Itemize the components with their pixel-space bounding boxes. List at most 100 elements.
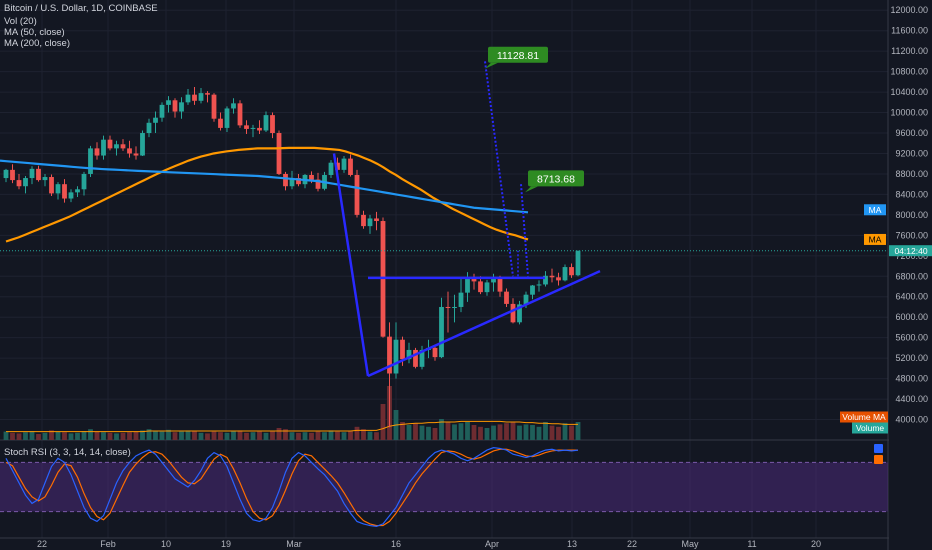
candle-body (439, 306, 444, 358)
symbol-title[interactable]: Bitcoin / U.S. Dollar, 1D, COINBASE (4, 3, 158, 14)
candle-body (114, 144, 119, 149)
volume-bar (400, 422, 405, 440)
candle-body (81, 173, 87, 190)
volume-bar (348, 431, 353, 440)
volume-bar (166, 429, 171, 440)
price-tick-label: 12000.00 (890, 5, 928, 15)
candle-body (458, 292, 464, 307)
candles (3, 86, 581, 428)
price-tick-label: 10400.00 (890, 87, 928, 97)
volume-bar (179, 431, 184, 440)
candle-body (218, 118, 223, 128)
candle-body (120, 144, 126, 149)
volume-bar (68, 433, 74, 440)
volume-bar (153, 431, 158, 440)
candle-body (166, 100, 171, 105)
candle-body (393, 339, 399, 374)
ma200-price-tag-label: MA (869, 205, 882, 215)
volume-bar (218, 432, 223, 440)
candle-body (562, 267, 568, 281)
volume-bar (81, 431, 87, 440)
volume-bar (114, 433, 119, 440)
time-tick-label: May (681, 539, 699, 549)
candle-body (523, 294, 529, 305)
volume-bar (16, 433, 22, 440)
price-tick-label: 10800.00 (890, 67, 928, 77)
stoch-k-icon[interactable] (874, 444, 883, 453)
volume-bar (231, 431, 236, 440)
candle-body (55, 184, 61, 194)
vol-indicator-label[interactable]: Vol (20) (4, 16, 37, 27)
candle-body (569, 267, 574, 276)
price-tick-label: 6400.00 (895, 292, 928, 302)
support-trendline (367, 270, 601, 378)
candle-body (387, 336, 392, 374)
ma50-price-tag (864, 233, 886, 245)
price-tick-label: 5200.00 (895, 353, 928, 363)
candle-body (198, 93, 204, 101)
candle-body (478, 281, 483, 293)
candle-body (419, 349, 425, 367)
candle-body (140, 133, 145, 156)
candle-body (361, 214, 366, 227)
target-callout-box (528, 170, 584, 187)
candle-body (471, 277, 477, 282)
candle-body (497, 278, 503, 292)
candle-body (159, 104, 165, 118)
target-callout-pointer (485, 62, 498, 69)
price-tick-label: 4000.00 (895, 415, 928, 425)
volume-bar (562, 423, 568, 440)
flagpole-line (332, 153, 370, 377)
volume-bar (29, 431, 35, 440)
candle-body (127, 148, 132, 154)
time-tick-label: 22 (627, 539, 637, 549)
candle-body (29, 168, 35, 179)
volume-bar (159, 431, 165, 440)
candle-body (68, 192, 74, 199)
candle-body (185, 94, 191, 103)
countdown-tag (889, 245, 932, 257)
stoch-rsi-label[interactable]: Stoch RSI (3, 3, 14, 14, close) (4, 447, 131, 458)
volume-bar (367, 431, 373, 440)
volume-bar (575, 422, 581, 440)
volume-bar (315, 431, 321, 440)
target-callout-pointer (525, 186, 538, 193)
volume-bar (237, 430, 243, 440)
volume-bar (458, 423, 464, 440)
candle-body (400, 339, 405, 360)
stoch-rsi-pane: 100.0075.0050.0025.000.00 (0, 441, 924, 533)
candle-body (354, 174, 360, 215)
time-tick-label: Feb (100, 539, 116, 549)
volume-bar (263, 432, 269, 440)
volume-bar (361, 429, 366, 440)
volume-bar (504, 423, 509, 440)
candle-body (510, 303, 516, 323)
candle-body (374, 218, 379, 222)
volume-bar (497, 424, 503, 440)
candle-body (543, 275, 548, 285)
price-tick-label: 8000.00 (895, 210, 928, 220)
candle-body (88, 148, 93, 174)
volume-bar (23, 432, 28, 440)
target-projection-long (484, 61, 514, 277)
volume-bar (406, 425, 412, 440)
stoch-d-icon[interactable] (874, 455, 883, 464)
ma200-indicator-label[interactable]: MA (200, close) (4, 38, 70, 49)
candle-body (107, 139, 113, 149)
candle-body (556, 277, 561, 281)
candle-body (575, 250, 581, 276)
volume-ma-line (6, 420, 578, 433)
candle-body (3, 169, 9, 179)
candle-body (504, 291, 509, 304)
volume-bar (127, 432, 132, 440)
candle-body (536, 284, 542, 286)
time-tick-label: 10 (161, 539, 171, 549)
candle-body (341, 158, 347, 170)
price-tick-label: 7600.00 (895, 230, 928, 240)
candle-body (192, 94, 197, 101)
volume-bar (484, 428, 490, 440)
price-axis-bg (889, 0, 932, 550)
price-tick-label: 8800.00 (895, 169, 928, 179)
ma50-indicator-label[interactable]: MA (50, close) (4, 27, 65, 38)
